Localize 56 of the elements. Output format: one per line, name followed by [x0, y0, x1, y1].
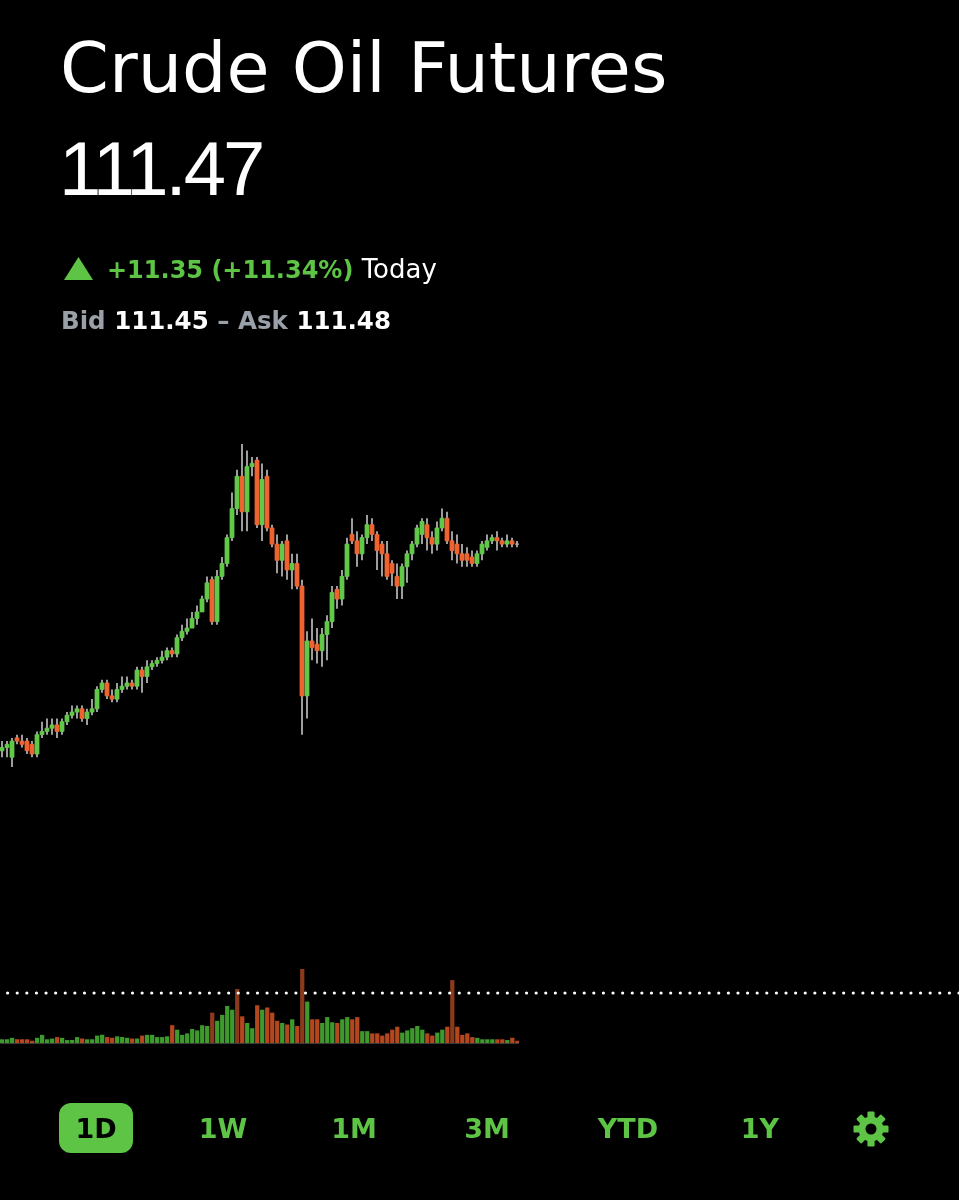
- bar: [400, 1032, 405, 1043]
- bar: [360, 1031, 365, 1043]
- chart-title: Crude Oil Futures: [60, 27, 668, 109]
- bar: [305, 1001, 310, 1043]
- bar: [55, 1037, 60, 1043]
- bar: [475, 1037, 480, 1043]
- bar: [210, 1012, 215, 1043]
- bar: [265, 1007, 270, 1043]
- bar: [300, 969, 305, 1043]
- chart-subtitle: 111.47: [59, 126, 263, 211]
- text: 3M: [464, 1111, 510, 1146]
- bar: [240, 1016, 245, 1043]
- bar: [455, 1026, 460, 1043]
- bar: [495, 1039, 500, 1043]
- bar: [140, 1035, 145, 1043]
- bar: [370, 1033, 375, 1043]
- text: YTD: [597, 1111, 659, 1146]
- text: Ask: [238, 306, 288, 335]
- bar: [105, 1037, 110, 1043]
- bar: [310, 1019, 315, 1043]
- bar: [505, 1040, 510, 1043]
- bar: [35, 1037, 40, 1043]
- bar: [425, 1033, 430, 1043]
- bar: [15, 1039, 20, 1043]
- bar: [170, 1025, 175, 1043]
- text: 1W: [198, 1111, 248, 1146]
- bar: [145, 1034, 150, 1043]
- text: +11.35 (+11.34%): [107, 256, 354, 284]
- text: Today: [361, 254, 437, 284]
- text: –: [217, 306, 230, 335]
- bar: [245, 1023, 250, 1043]
- bar: [340, 1019, 345, 1043]
- bar: [175, 1029, 180, 1043]
- text: 1D: [59, 1103, 133, 1153]
- bar: [260, 1009, 265, 1043]
- bar: [510, 1037, 515, 1043]
- bar: [285, 1024, 290, 1043]
- text: 111.48: [296, 306, 391, 335]
- bar: [115, 1036, 120, 1043]
- bar: [60, 1037, 65, 1043]
- bar: [435, 1032, 440, 1043]
- bar: [290, 1019, 295, 1043]
- bar: [235, 988, 240, 1043]
- bar: [450, 980, 455, 1043]
- text: Bid: [61, 306, 106, 335]
- bar: [350, 1019, 355, 1043]
- bar: [445, 1026, 450, 1043]
- bar: [280, 1023, 285, 1043]
- text: 1M: [331, 1111, 377, 1146]
- text: 111.45: [114, 306, 209, 335]
- bar: [0, 1039, 5, 1043]
- bar: [85, 1039, 90, 1043]
- text: 1Y: [740, 1111, 780, 1146]
- bar: [255, 1005, 260, 1043]
- bar: [295, 1025, 300, 1043]
- bar: [335, 1023, 340, 1043]
